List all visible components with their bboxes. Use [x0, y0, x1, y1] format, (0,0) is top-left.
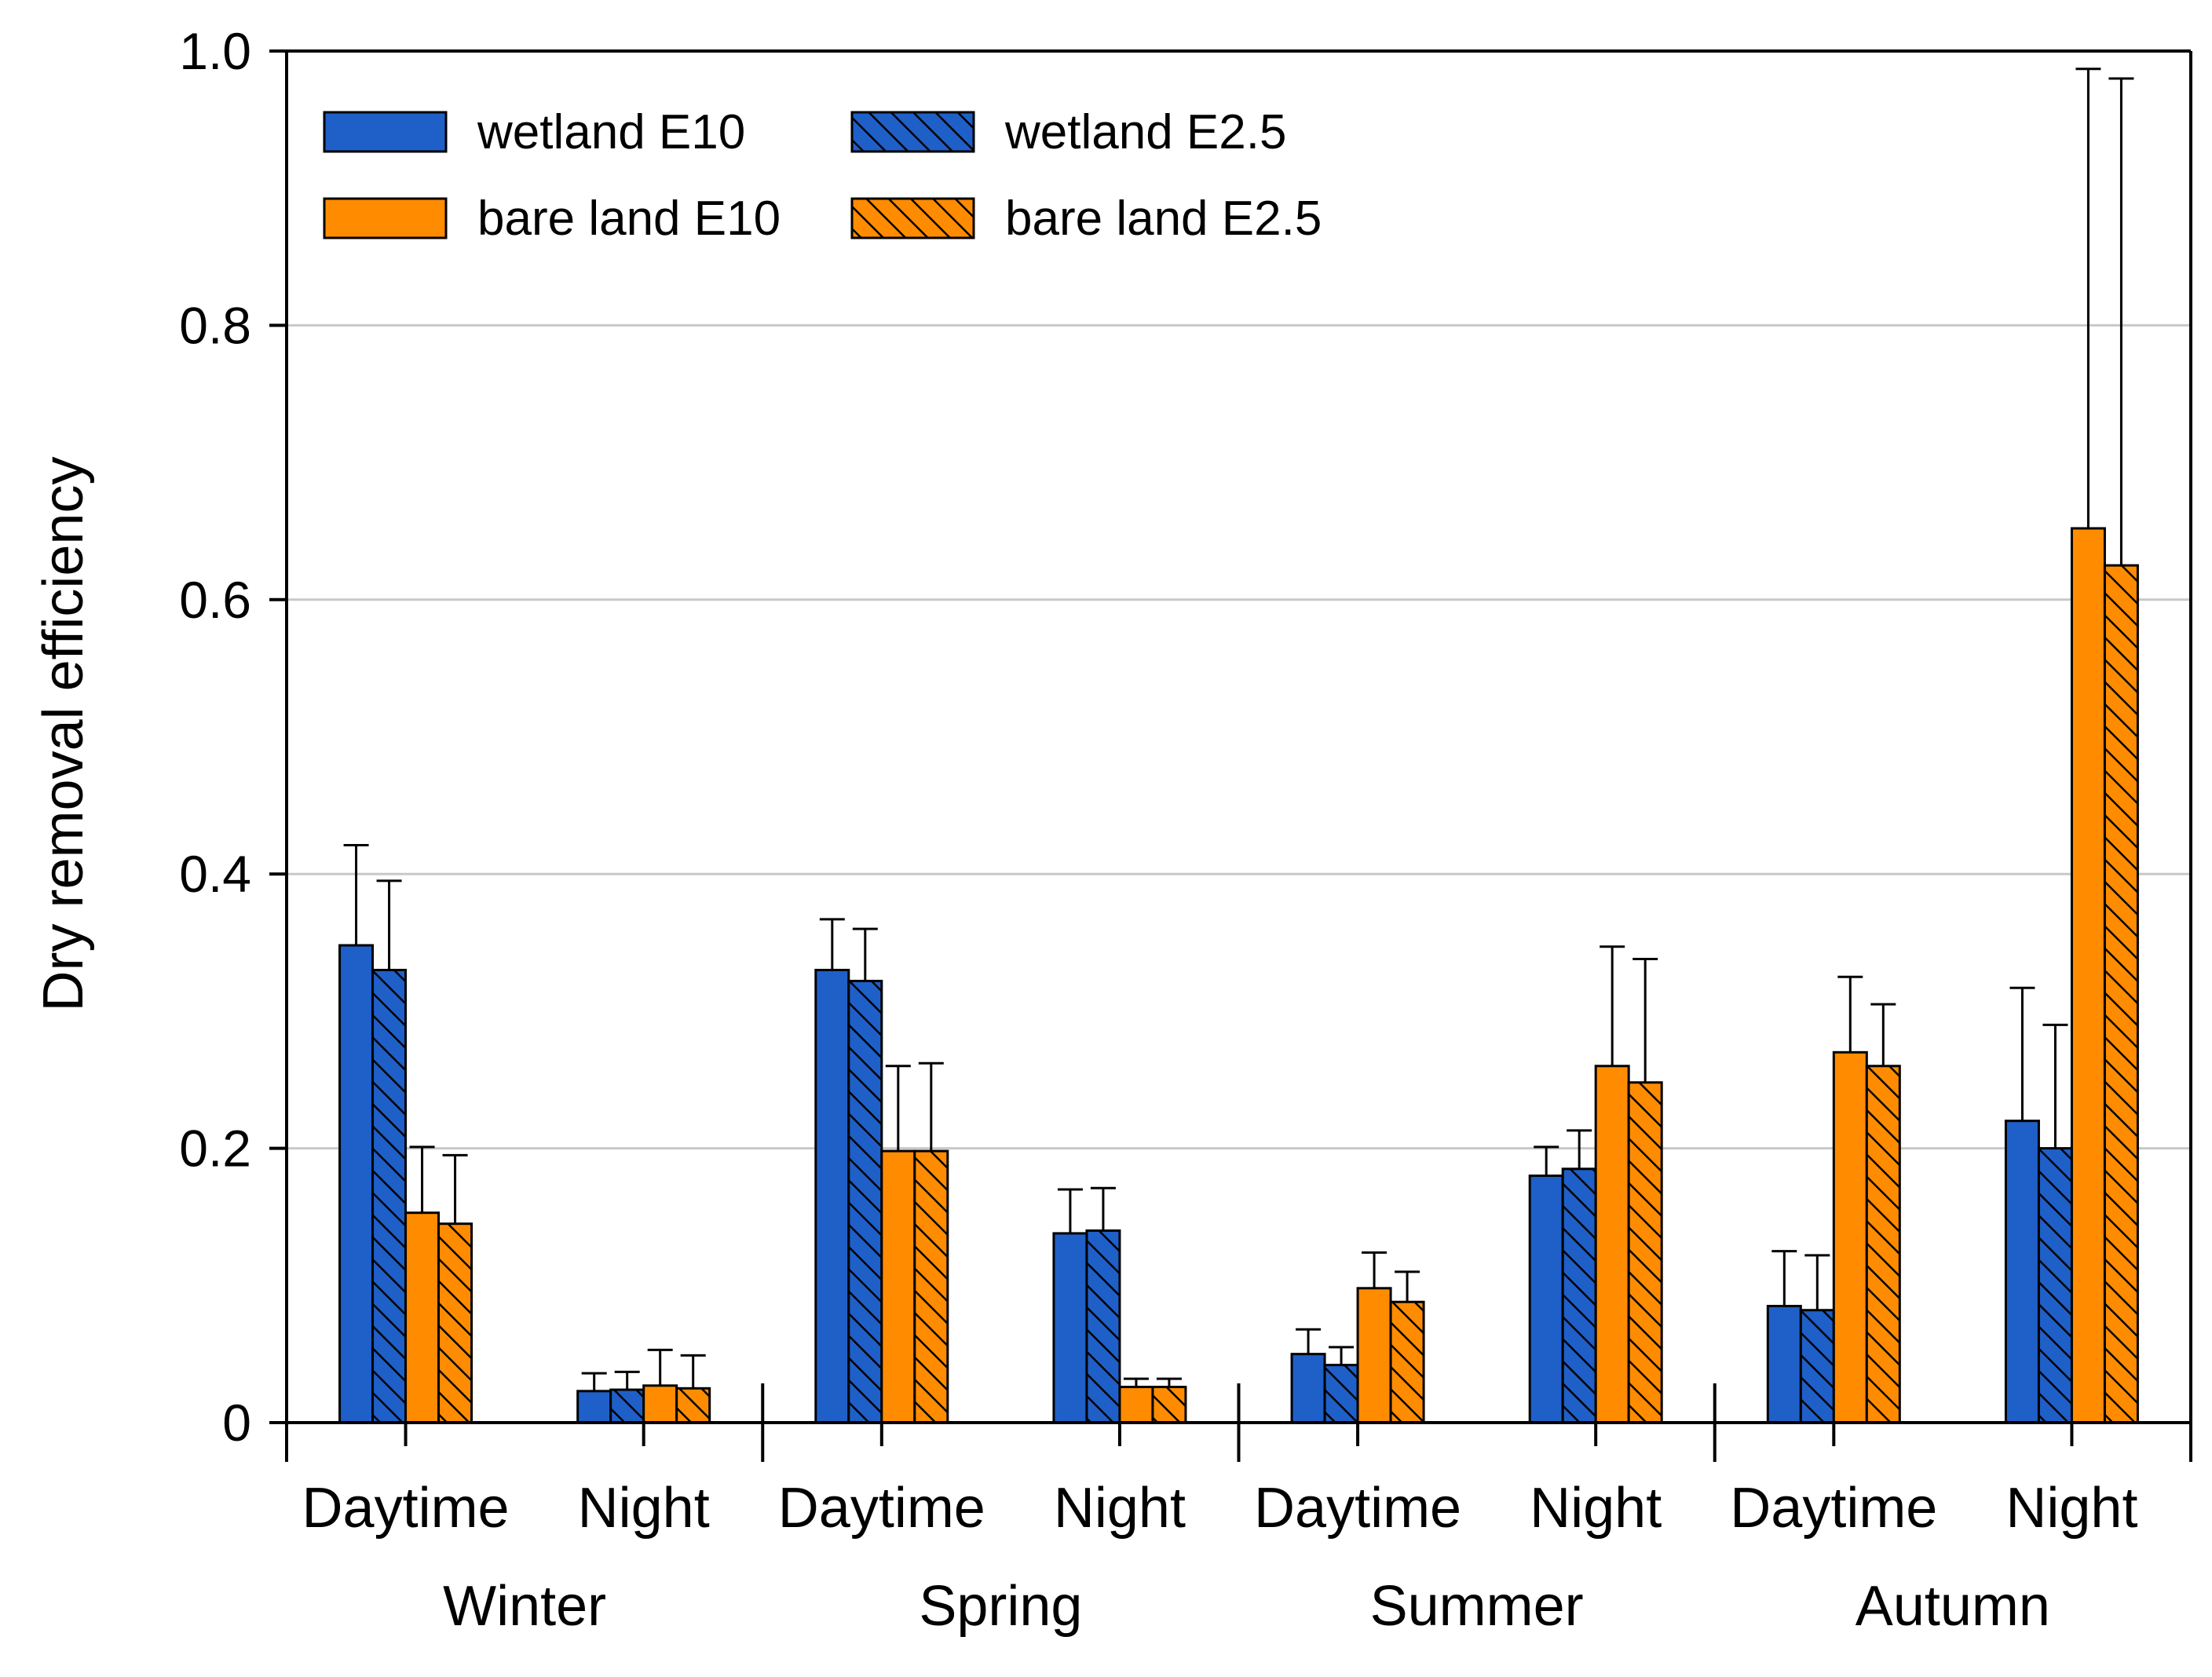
y-tick-label: 0 — [222, 1394, 251, 1452]
bar — [2070, 527, 2106, 1424]
group-label: Spring — [919, 1575, 1082, 1638]
bar — [1151, 1386, 1187, 1424]
legend-label: wetland E2.5 — [1004, 105, 1286, 159]
x-tick-label: Night — [578, 1477, 710, 1540]
legend-swatch — [323, 111, 448, 153]
group-label: Autumn — [1856, 1575, 2050, 1638]
legend: wetland E10 wetland E2.5 bare land E10 bare… — [323, 105, 1322, 246]
group-label: Summer — [1370, 1575, 1584, 1638]
gridlines — [287, 323, 2191, 1150]
bar — [1799, 1309, 1835, 1424]
x-tick-label: Daytime — [302, 1477, 510, 1540]
legend-swatch — [850, 111, 975, 153]
legend-swatch — [850, 197, 975, 239]
bar — [814, 968, 850, 1424]
x-axis: Daytime Night Daytime Night Daytime Night Dayt… — [285, 1383, 2192, 1638]
bar — [880, 1149, 916, 1424]
bar — [913, 1149, 949, 1424]
bar — [642, 1384, 678, 1424]
legend-label: bare land E2.5 — [1005, 192, 1322, 246]
bar — [1528, 1175, 1564, 1424]
bar — [1561, 1167, 1597, 1424]
x-tick-label: Night — [1530, 1477, 1662, 1540]
bar — [1085, 1229, 1121, 1424]
y-tick-label: 0.4 — [179, 845, 251, 903]
group-label: Winter — [443, 1575, 606, 1638]
bar — [675, 1387, 711, 1424]
y-tick-label: 0.8 — [179, 296, 251, 354]
bar — [1832, 1050, 1868, 1424]
bar — [1594, 1065, 1630, 1424]
bar — [1323, 1364, 1359, 1424]
bar — [1118, 1386, 1154, 1424]
bar — [1052, 1232, 1088, 1424]
y-axis-title: Dry removal efficiency — [32, 457, 95, 1012]
x-tick-label: Daytime — [1730, 1477, 1937, 1540]
y-tick-label: 1.0 — [179, 22, 251, 80]
y-tick-label: 0.6 — [179, 571, 251, 629]
bar — [371, 968, 408, 1424]
y-tick-label: 0.2 — [179, 1120, 251, 1178]
x-tick-label: Night — [1054, 1477, 1186, 1540]
x-tick-label: Daytime — [1254, 1477, 1461, 1540]
bar — [1766, 1305, 1802, 1424]
legend-swatch — [323, 197, 448, 239]
plot-frame — [285, 49, 2192, 1424]
legend-label: wetland E10 — [477, 105, 745, 159]
bar — [609, 1388, 645, 1424]
legend-label: bare land E10 — [477, 192, 781, 246]
bar — [437, 1222, 473, 1424]
bar — [404, 1211, 441, 1424]
x-tick-label: Daytime — [778, 1477, 985, 1540]
bar — [847, 979, 883, 1424]
x-tick-label: Night — [2005, 1477, 2137, 1540]
y-axis-ticks: 0 0.2 0.4 0.6 0.8 1.0 — [179, 22, 287, 1452]
error-bars — [343, 68, 2134, 1391]
bar — [338, 944, 375, 1424]
bar — [1865, 1065, 1901, 1424]
bars — [338, 527, 2139, 1424]
bar — [1356, 1287, 1392, 1424]
bar — [1290, 1353, 1326, 1424]
bar — [2103, 564, 2139, 1424]
bar — [2004, 1120, 2040, 1424]
bar — [2037, 1147, 2073, 1424]
bar — [1389, 1300, 1425, 1424]
bar — [576, 1390, 612, 1424]
bar — [1627, 1081, 1663, 1424]
